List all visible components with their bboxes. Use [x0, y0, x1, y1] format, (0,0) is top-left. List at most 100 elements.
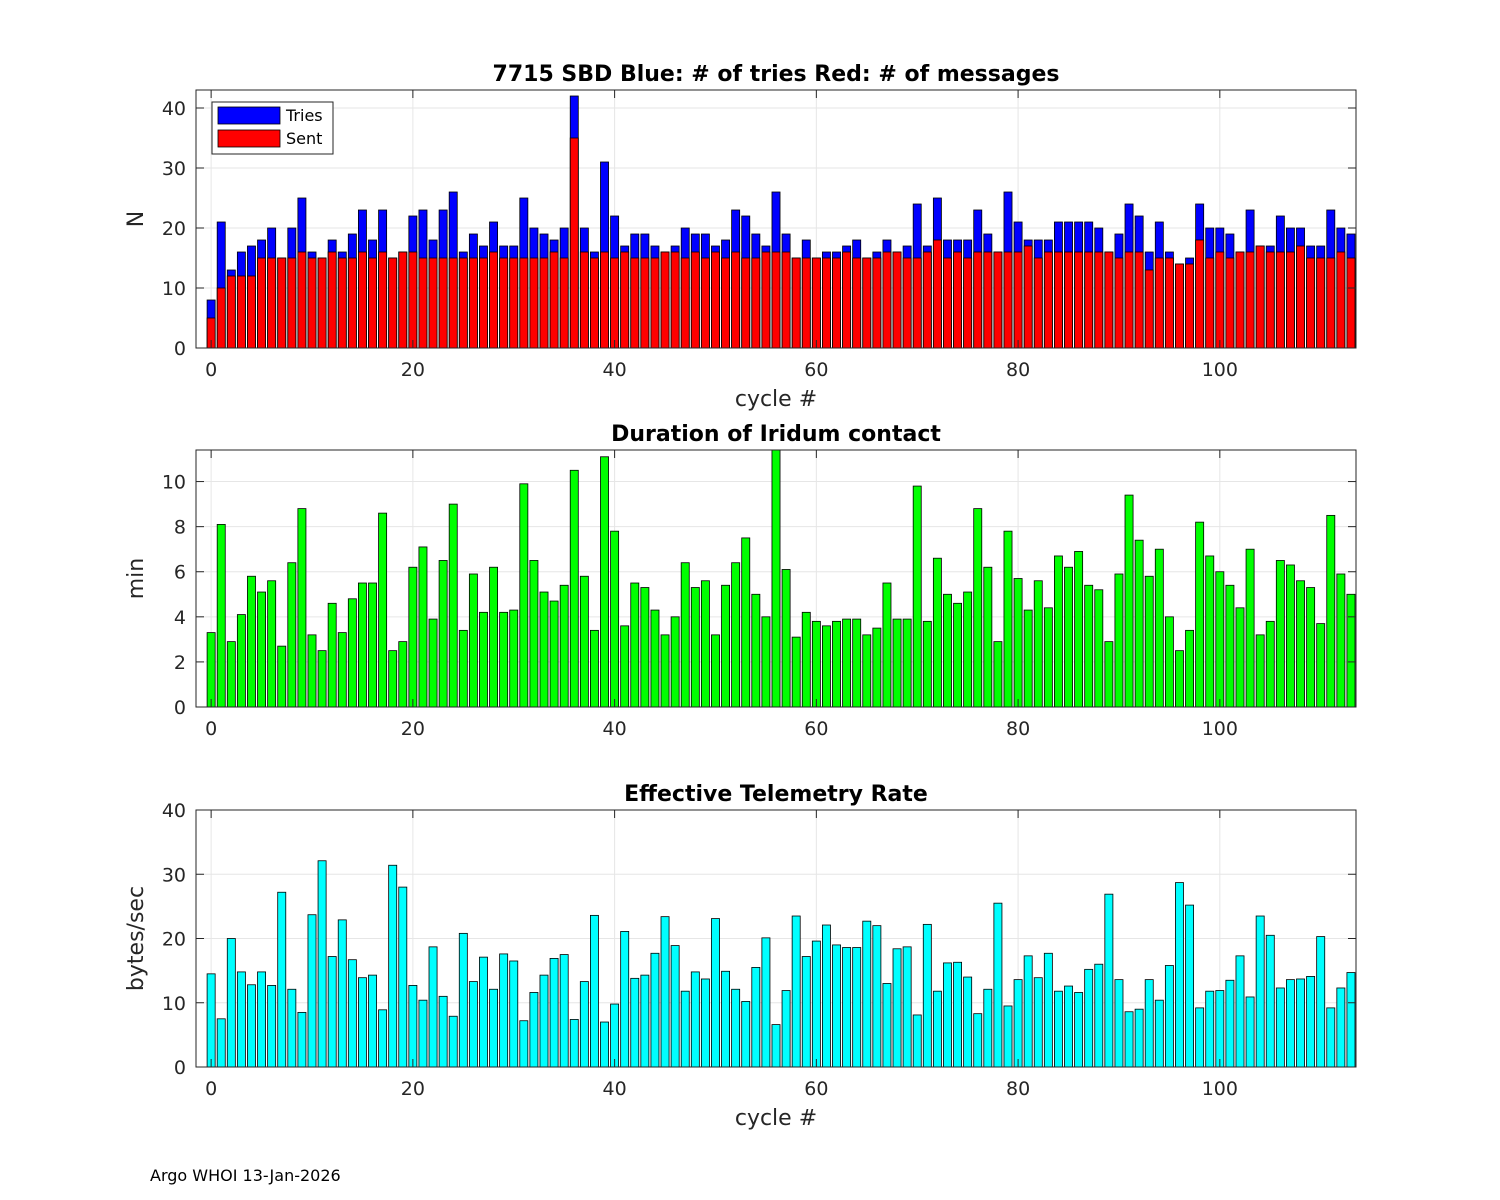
bar-duration-cycle-12 — [327, 602, 337, 708]
bar-duration-cycle-37 — [579, 575, 589, 708]
bar-duration-cycle-43 — [640, 587, 650, 708]
bar-rate-cycle-89 — [1104, 893, 1114, 1068]
bar-sent-cycle-39 — [600, 251, 609, 349]
bar-sent-cycle-75 — [963, 257, 973, 349]
bar-rate-cycle-68 — [892, 948, 902, 1068]
bar-sent-cycle-87 — [1084, 251, 1094, 349]
bar-rate-cycle-43 — [640, 974, 650, 1068]
bar-rate-cycle-111 — [1326, 1007, 1336, 1068]
bar-rate-cycle-112 — [1336, 987, 1346, 1068]
bar-rate-cycle-57 — [781, 990, 791, 1068]
bar-duration-cycle-60 — [811, 620, 821, 708]
bar-duration-cycle-62 — [832, 620, 841, 708]
x-tick-label: 60 — [804, 359, 828, 381]
bar-duration-cycle-87 — [1084, 584, 1094, 708]
bar-rate-cycle-1 — [216, 1018, 226, 1068]
x-tick-label: 60 — [804, 718, 828, 740]
bar-sent-cycle-103 — [1245, 251, 1255, 349]
bar-sent-cycle-98 — [1195, 239, 1205, 349]
chart-title: Effective Telemetry Rate — [624, 782, 928, 807]
bar-sent-cycle-16 — [368, 257, 377, 349]
bar-rate-cycle-33 — [539, 974, 549, 1068]
bar-duration-cycle-101 — [1225, 584, 1235, 708]
bar-rate-cycle-48 — [690, 971, 700, 1068]
bar-rate-cycle-41 — [620, 931, 630, 1068]
bar-rate-cycle-44 — [650, 952, 660, 1068]
bar-rate-cycle-69 — [902, 946, 912, 1068]
bar-rate-cycle-99 — [1205, 990, 1215, 1068]
bar-sent-cycle-51 — [721, 257, 731, 349]
bar-duration-cycle-28 — [489, 566, 498, 708]
bar-duration-cycle-30 — [509, 609, 519, 708]
bar-rate-cycle-39 — [600, 1021, 609, 1068]
bar-sent-cycle-99 — [1205, 257, 1215, 349]
bar-duration-cycle-71 — [922, 620, 932, 708]
bar-rate-cycle-45 — [660, 916, 670, 1068]
bar-rate-cycle-78 — [993, 902, 1003, 1068]
bar-sent-cycle-22 — [428, 257, 438, 349]
bar-sent-cycle-40 — [610, 257, 620, 349]
x-tick-label: 100 — [1202, 1078, 1238, 1100]
bar-rate-cycle-37 — [579, 981, 589, 1068]
bar-sent-cycle-60 — [811, 257, 821, 349]
bar-rate-cycle-95 — [1164, 965, 1174, 1068]
bar-duration-cycle-39 — [600, 456, 609, 708]
bar-sent-cycle-67 — [882, 251, 892, 349]
bar-sent-cycle-6 — [267, 257, 277, 349]
bar-duration-cycle-65 — [862, 634, 872, 708]
bar-rate-cycle-5 — [257, 971, 266, 1068]
bar-rate-cycle-74 — [953, 961, 963, 1068]
bar-sent-cycle-30 — [509, 257, 519, 349]
bar-sent-cycle-55 — [761, 251, 771, 349]
bar-rate-cycle-60 — [811, 940, 821, 1068]
bar-rate-cycle-105 — [1265, 934, 1275, 1068]
bar-sent-cycle-88 — [1094, 251, 1104, 349]
bar-sent-cycle-68 — [892, 251, 902, 349]
bar-sent-cycle-3 — [236, 275, 246, 349]
bar-rate-cycle-10 — [307, 914, 317, 1068]
bar-sent-cycle-84 — [1054, 251, 1063, 349]
bar-sent-cycle-94 — [1154, 257, 1164, 349]
bar-duration-cycle-17 — [378, 512, 388, 708]
bar-rate-cycle-107 — [1286, 979, 1295, 1068]
bar-sent-cycle-113 — [1346, 257, 1356, 349]
bar-rate-cycle-52 — [731, 988, 741, 1068]
bar-rate-cycle-91 — [1124, 1011, 1134, 1068]
bar-rate-cycle-13 — [337, 919, 347, 1068]
bar-sent-cycle-85 — [1064, 251, 1073, 349]
bar-sent-cycle-29 — [499, 257, 509, 349]
bar-duration-cycle-52 — [731, 562, 741, 708]
bar-rate-cycle-98 — [1195, 1007, 1205, 1068]
bar-duration-cycle-41 — [620, 625, 630, 708]
bar-rate-cycle-104 — [1255, 915, 1265, 1068]
bar-duration-cycle-93 — [1144, 575, 1154, 708]
bar-duration-cycle-57 — [781, 569, 791, 708]
telemetry-rate-chart: 0 20 40 60 80 100 0 10 20 30 40 Effective Telemetry… — [124, 782, 1357, 1131]
y-tick-label: 2 — [174, 652, 186, 674]
bar-rate-cycle-82 — [1033, 977, 1043, 1068]
bar-duration-cycle-50 — [711, 634, 720, 708]
bar-sent-cycle-36 — [569, 137, 579, 349]
bar-rate-cycle-30 — [509, 960, 519, 1068]
bar-rate-cycle-110 — [1316, 936, 1326, 1068]
bar-sent-cycle-23 — [438, 257, 448, 349]
bar-rate-cycle-61 — [822, 924, 831, 1068]
bar-sent-cycle-50 — [711, 251, 720, 349]
bar-sent-cycle-25 — [458, 257, 468, 349]
bar-sent-cycle-105 — [1265, 251, 1275, 349]
y-axis-label: bytes/sec — [124, 886, 149, 991]
bar-duration-cycle-96 — [1175, 650, 1184, 708]
bar-sent-cycle-65 — [862, 257, 872, 349]
axes-box — [195, 449, 1357, 708]
bar-sent-cycle-33 — [539, 257, 549, 349]
bar-sent-cycle-74 — [953, 251, 963, 349]
bar-sent-cycle-57 — [781, 251, 791, 349]
x-tick-label: 0 — [205, 718, 217, 740]
bar-rate-cycle-103 — [1245, 996, 1255, 1068]
bar-rate-cycle-51 — [721, 970, 731, 1068]
bar-sent-cycle-1 — [216, 287, 226, 349]
bar-duration-cycle-14 — [347, 598, 357, 708]
bar-rate-cycle-8 — [287, 988, 297, 1068]
bar-rate-cycle-6 — [267, 985, 277, 1068]
legend-swatch-sent — [217, 129, 281, 148]
